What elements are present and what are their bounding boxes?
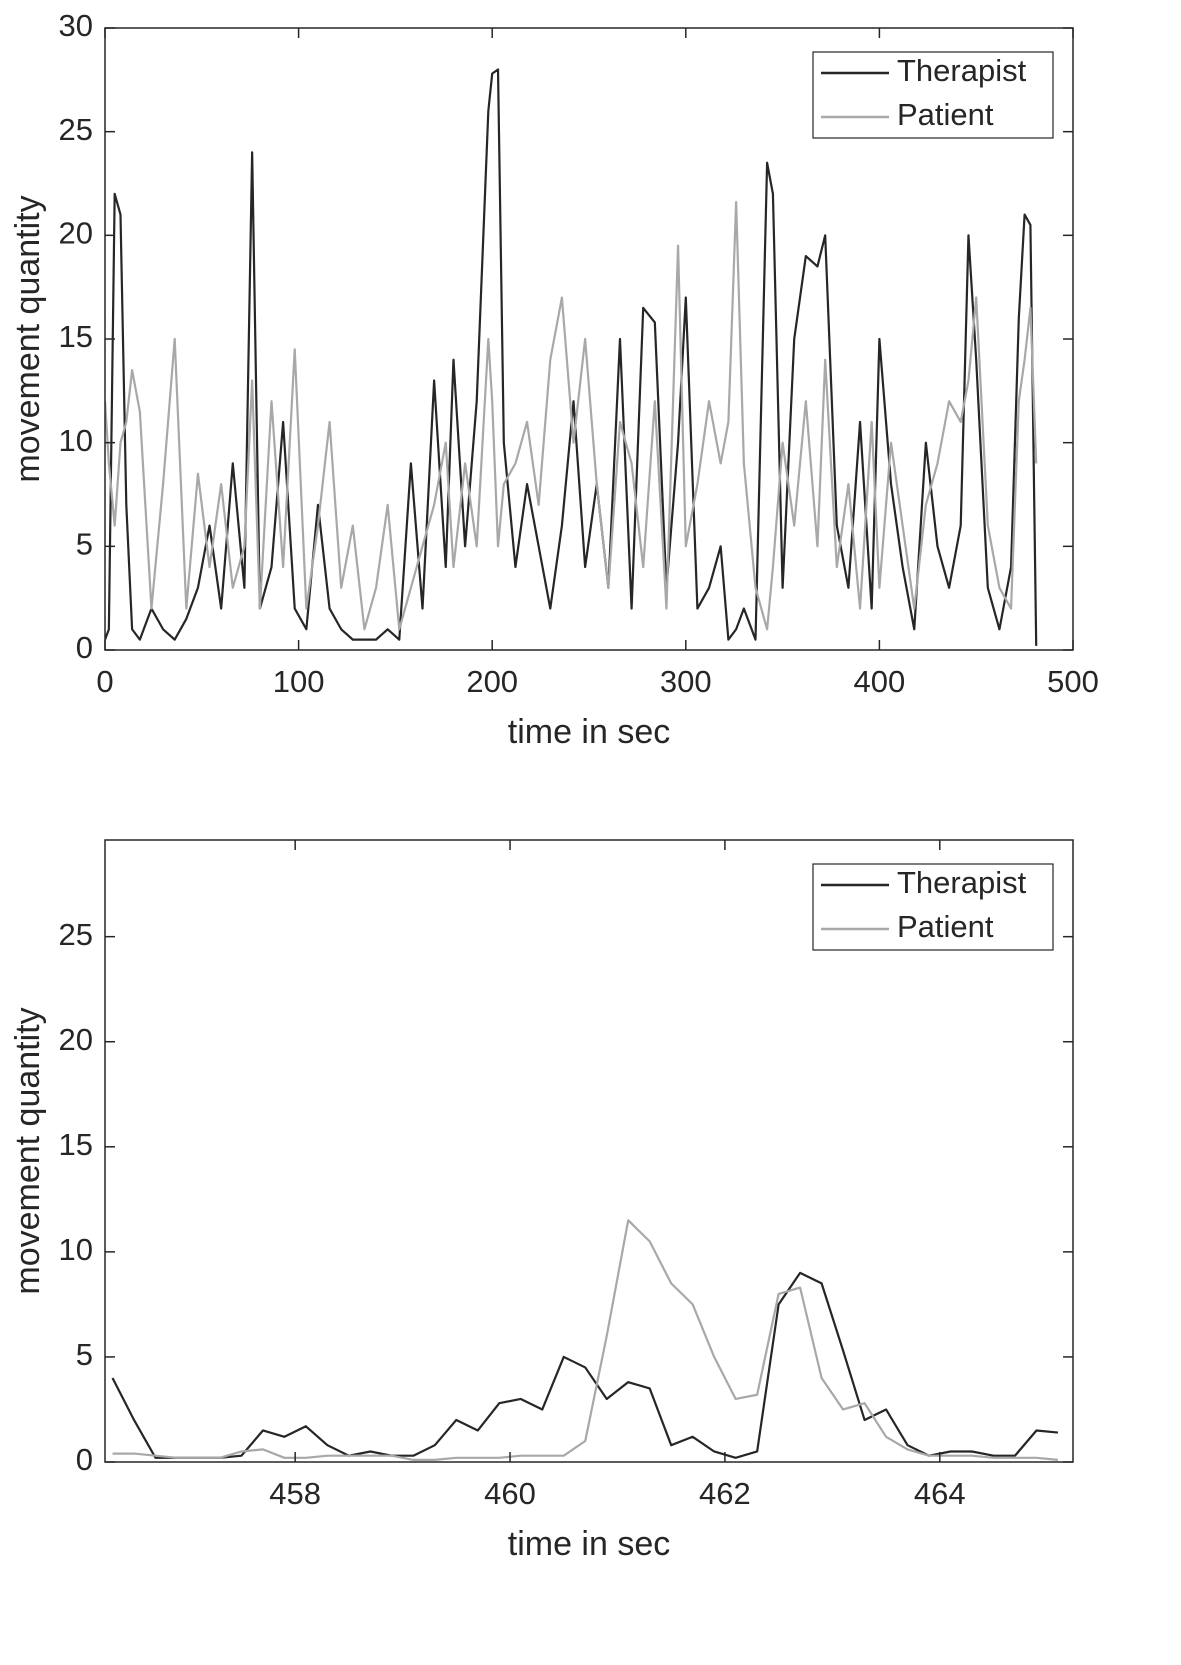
- x-tick-label: 460: [484, 1476, 536, 1511]
- y-tick-label: 20: [59, 216, 93, 251]
- y-tick-label: 15: [59, 1127, 93, 1162]
- y-tick-label: 10: [59, 423, 93, 458]
- series-line: [111, 1271, 1059, 1459]
- y-tick-label: 25: [59, 917, 93, 952]
- x-tick-label: 300: [660, 664, 712, 699]
- x-tick-label: 100: [273, 664, 325, 699]
- y-tick-label: 5: [76, 1337, 93, 1372]
- x-tick-label: 500: [1047, 664, 1099, 699]
- data-layer: [111, 1219, 1059, 1461]
- legend-box: [812, 51, 1054, 139]
- series-line: [105, 201, 1038, 631]
- y-tick-label: 25: [59, 112, 93, 147]
- x-tick-label: 400: [854, 664, 906, 699]
- legend-label: Patient: [897, 97, 994, 132]
- x-tick-label: 462: [699, 1476, 751, 1511]
- y-tick-label: 5: [76, 527, 93, 562]
- data-layer: [105, 68, 1038, 646]
- series-line: [105, 68, 1038, 646]
- y-tick-label: 15: [59, 319, 93, 354]
- x-axis-label: time in sec: [508, 1525, 671, 1563]
- x-tick-label: 458: [269, 1476, 321, 1511]
- legend-label: Therapist: [897, 53, 1027, 88]
- y-axis-label: movement quantity: [9, 195, 47, 482]
- x-axis-label: time in sec: [508, 713, 671, 751]
- y-tick-label: 30: [59, 8, 93, 43]
- y-tick-label: 0: [76, 630, 93, 665]
- legend-label: Therapist: [897, 865, 1027, 900]
- legend-label: Patient: [897, 909, 994, 944]
- x-tick-label: 0: [96, 664, 113, 699]
- y-tick-label: 10: [59, 1232, 93, 1267]
- axes-box: [104, 839, 1074, 1463]
- y-axis-label: movement quantity: [9, 1007, 47, 1294]
- x-tick-label: 464: [914, 1476, 966, 1511]
- x-tick-label: 200: [466, 664, 518, 699]
- y-tick-label: 0: [76, 1442, 93, 1477]
- legend-box: [812, 863, 1054, 951]
- y-tick-label: 20: [59, 1022, 93, 1057]
- series-line: [112, 1219, 1059, 1461]
